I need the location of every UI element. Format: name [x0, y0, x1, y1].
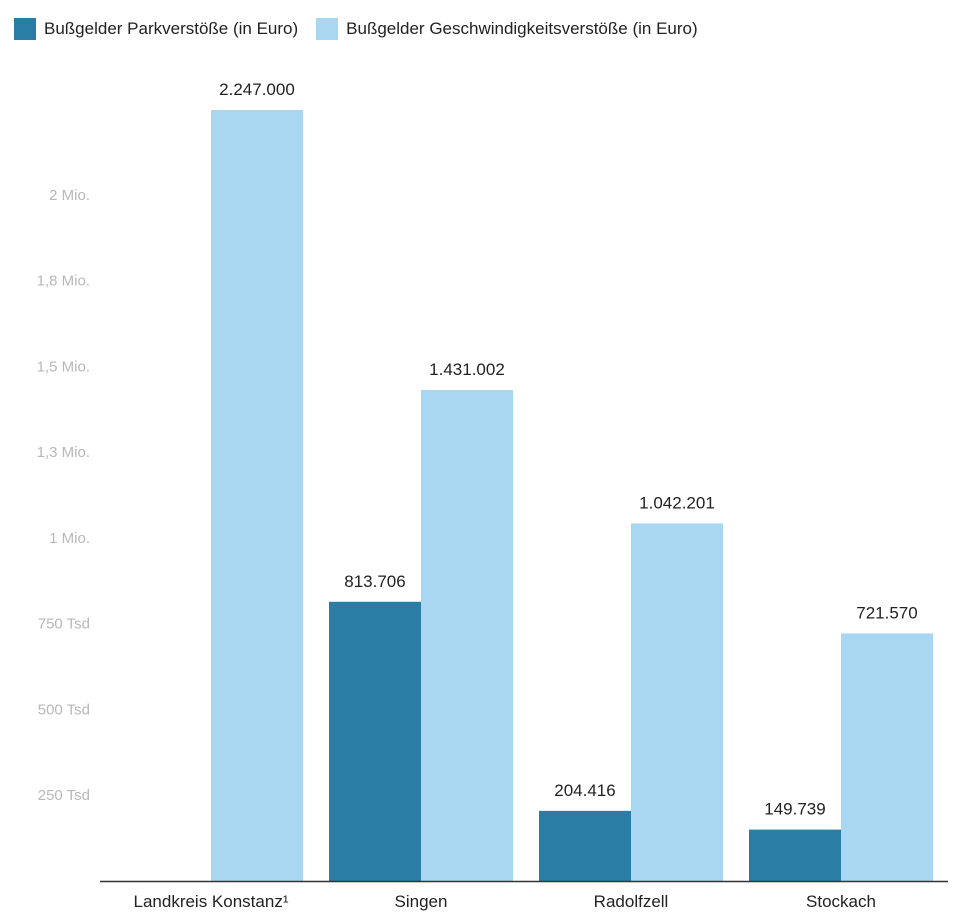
legend-swatch-parking [14, 18, 36, 40]
y-tick-label: 2 Mio. [49, 187, 90, 204]
data-label: 1.431.002 [429, 360, 505, 379]
y-tick-label: 1,8 Mio. [37, 273, 90, 290]
bar-parking[interactable] [329, 601, 421, 881]
y-tick-label: 1,3 Mio. [37, 444, 90, 461]
legend-item-speeding[interactable]: Bußgelder Geschwindigkeitsverstöße (in E… [316, 18, 698, 40]
y-tick-label: 250 Tsd [38, 787, 90, 804]
x-category-label: Singen [395, 892, 448, 911]
x-category-label: Landkreis Konstanz¹ [134, 892, 289, 911]
y-tick-label: 1,5 Mio. [37, 358, 90, 375]
legend-label-parking: Bußgelder Parkverstöße (in Euro) [44, 19, 299, 38]
data-label: 1.042.201 [639, 493, 715, 512]
data-label: 204.416 [554, 781, 615, 800]
data-label: 2.247.000 [219, 80, 295, 99]
data-label: 149.739 [764, 800, 825, 819]
x-category-label: Stockach [806, 892, 876, 911]
bar-speeding[interactable] [631, 523, 723, 881]
y-tick-label: 1 Mio. [49, 530, 90, 547]
bar-speeding[interactable] [211, 110, 303, 881]
legend-swatch-speeding [316, 18, 339, 40]
legend-item-parking[interactable]: Bußgelder Parkverstöße (in Euro) [14, 18, 298, 40]
bar-speeding[interactable] [421, 389, 513, 881]
bar-parking[interactable] [749, 829, 841, 881]
chart-legend: Bußgelder Parkverstöße (in Euro) Bußgeld… [14, 14, 698, 44]
y-tick-label: 500 Tsd [38, 701, 90, 718]
data-label: 813.706 [344, 572, 405, 591]
bar-speeding[interactable] [841, 633, 933, 881]
x-category-label: Radolfzell [594, 892, 669, 911]
bar-parking[interactable] [539, 810, 631, 881]
y-tick-label: 750 Tsd [38, 616, 90, 633]
data-label: 721.570 [856, 603, 917, 622]
legend-label-speeding: Bußgelder Geschwindigkeitsverstöße (in E… [346, 19, 698, 38]
